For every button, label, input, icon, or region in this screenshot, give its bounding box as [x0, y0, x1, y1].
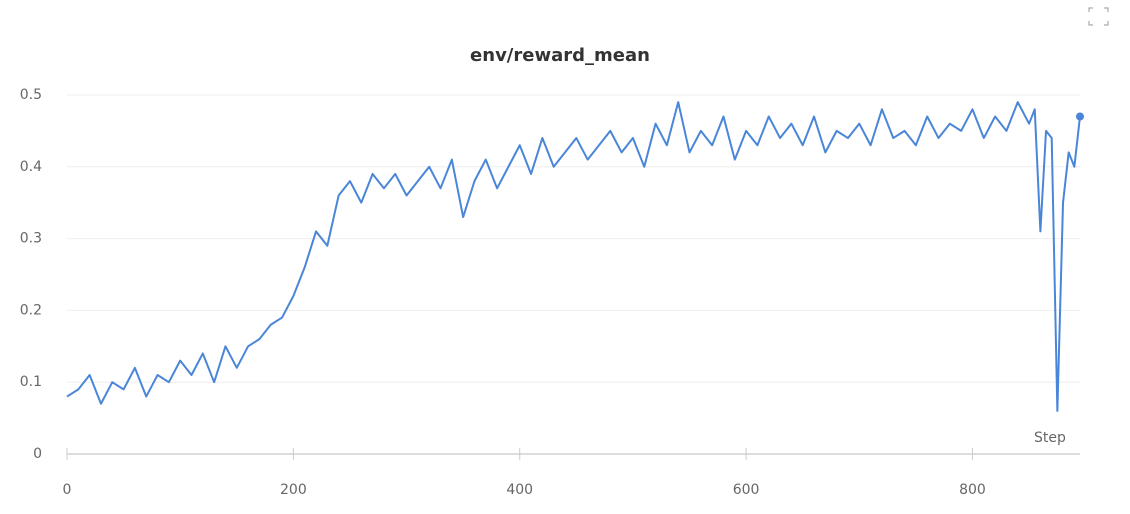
y-tick-label: 0.1	[20, 374, 42, 390]
end-point	[1076, 112, 1084, 121]
expand-icon[interactable]	[1088, 7, 1109, 26]
y-tick-label: 0	[33, 446, 42, 462]
expand-icon-path[interactable]	[1088, 7, 1109, 26]
x-axis-label: Step	[1034, 430, 1066, 446]
x-tick-label: 600	[733, 482, 760, 498]
x-tick-label: 0	[63, 482, 72, 498]
x-tick-label: 400	[506, 482, 533, 498]
x-tick-label: 800	[959, 482, 986, 498]
y-tick-label: 0.4	[20, 159, 42, 175]
line	[66, 101, 1081, 412]
y-tick-label: 0.2	[20, 302, 42, 318]
y-tick-label: 0.3	[20, 231, 42, 247]
x-tick-label: 200	[280, 482, 307, 498]
y-tick-label: 0.5	[20, 87, 42, 103]
chart-title: env/reward_mean	[470, 45, 650, 66]
